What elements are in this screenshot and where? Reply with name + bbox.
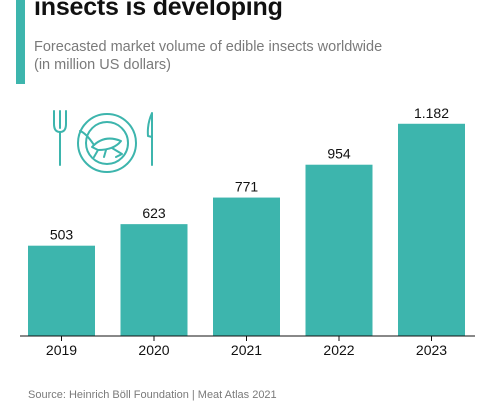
x-tick-label-2022: 2022 [323,342,354,358]
x-axis-labels: 2019 2020 2021 2022 2023 [46,342,447,358]
source-note: Source: Heinrich Böll Foundation | Meat … [28,389,277,401]
value-label-2021: 771 [235,179,259,195]
plate-fork-knife-cricket-icon [53,110,153,173]
x-tick-label-2021: 2021 [231,342,262,358]
subtitle-line-2: (in million US dollars) [34,57,171,73]
bar-2021 [213,197,280,336]
subtitle-line-1: Forecasted market volume of edible insec… [34,39,383,55]
value-label-2023: 1.182 [414,105,449,121]
chart-subtitle: Forecasted market volume of edible insec… [34,38,474,74]
value-label-2020: 623 [142,205,166,221]
x-tick-label-2023: 2023 [416,342,447,358]
bar-2019 [28,245,95,336]
x-tick-label-2019: 2019 [46,342,77,358]
value-labels-group: 503 623 771 954 1.182 [50,105,449,243]
accent-bar [16,0,25,84]
value-label-2019: 503 [50,227,74,243]
chart-title: insects is developing [34,0,283,21]
bars-group [28,123,465,336]
x-axis-ticks [61,336,432,341]
bar-2023 [398,123,465,336]
bar-2022 [305,164,373,336]
bar-2020 [120,224,188,336]
value-label-2022: 954 [327,146,351,162]
x-tick-label-2020: 2020 [138,342,169,358]
